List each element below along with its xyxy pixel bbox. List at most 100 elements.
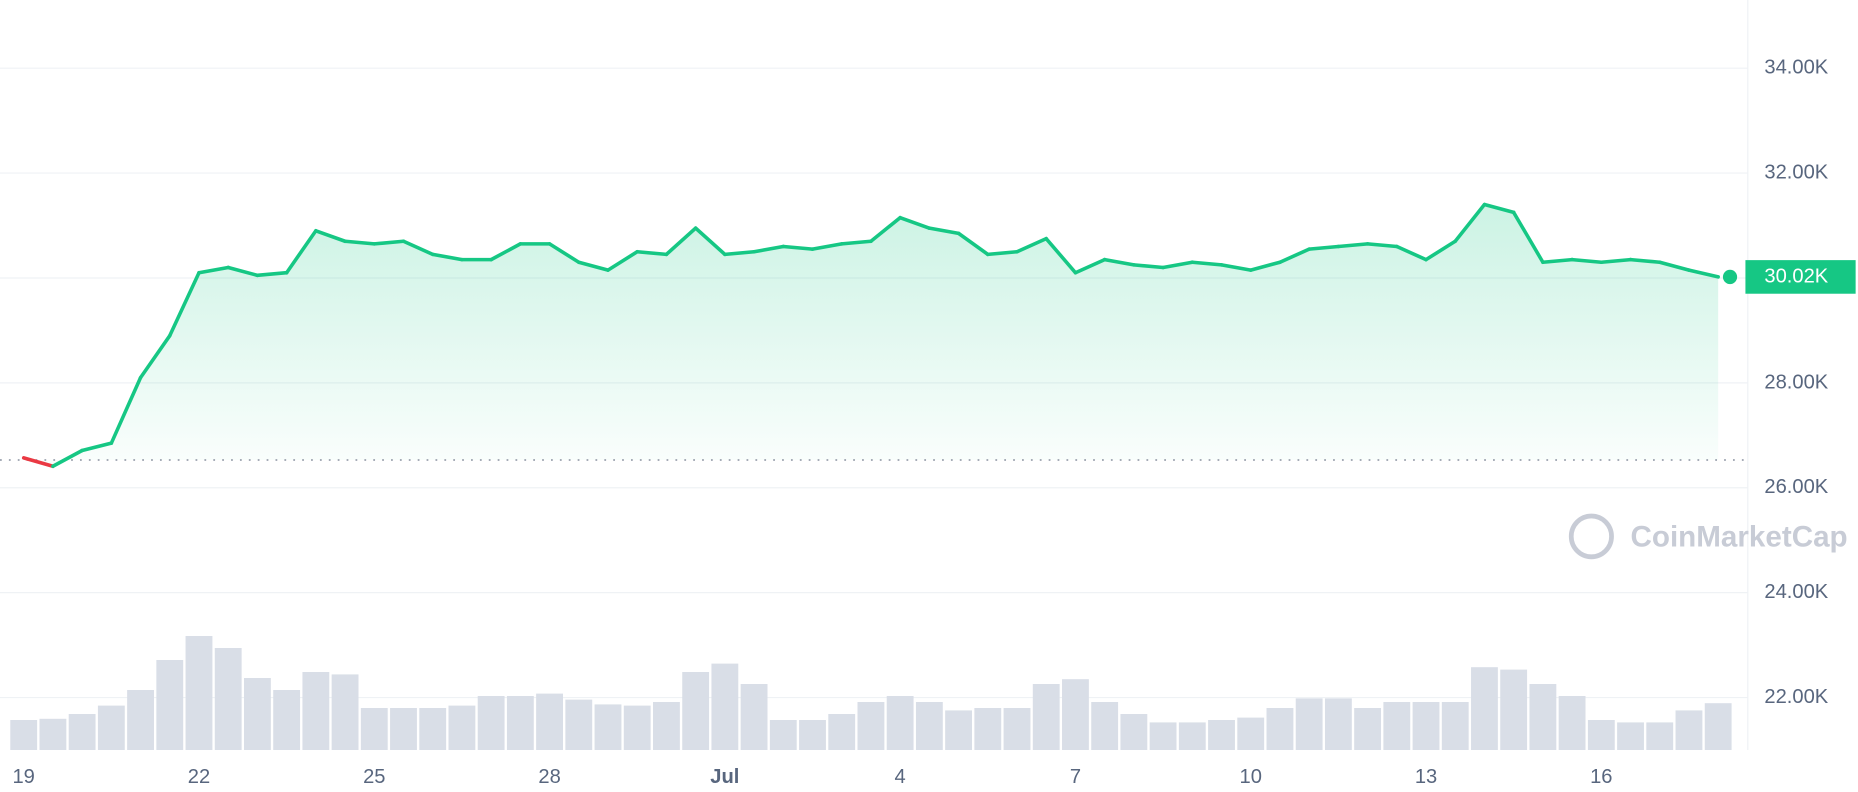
- volume-bar: [769, 720, 797, 750]
- x-tick-label: 22: [188, 766, 210, 788]
- price-line: [167, 270, 201, 338]
- x-tick-label: 10: [1240, 766, 1262, 788]
- price-line: [1453, 202, 1487, 244]
- volume-bar: [1675, 710, 1703, 750]
- y-tick-label: 32.00K: [1764, 161, 1828, 183]
- volume-bar: [857, 702, 885, 750]
- price-line: [898, 215, 932, 230]
- price-line: [401, 239, 435, 257]
- price-line: [226, 265, 260, 278]
- volume-bar: [1471, 667, 1498, 750]
- x-tick-label: 7: [1070, 766, 1081, 788]
- price-line: [839, 239, 873, 246]
- volume-bar: [360, 708, 388, 750]
- watermark: CoinMarketCap: [1630, 521, 1847, 554]
- price-line: [1132, 263, 1165, 270]
- price-line: [1657, 260, 1691, 272]
- volume-bar: [594, 704, 622, 750]
- volume-bar: [711, 663, 739, 750]
- volume-bar: [127, 690, 154, 750]
- watermark-logo: [1568, 513, 1614, 560]
- volume-bar: [1324, 698, 1352, 750]
- price-line: [635, 249, 669, 257]
- price-line: [1628, 257, 1662, 265]
- price-line: [1336, 242, 1370, 249]
- price-line: [1511, 210, 1545, 265]
- price-line: [489, 242, 523, 262]
- price-line: [1307, 244, 1341, 251]
- volume-bar: [1237, 717, 1265, 750]
- volume-bar: [302, 672, 330, 750]
- volume-bar: [273, 690, 301, 750]
- volume-bar: [1441, 702, 1469, 750]
- volume-bar: [1178, 722, 1206, 750]
- volume-bar: [799, 720, 826, 750]
- last-point: [1722, 269, 1738, 285]
- price-line: [430, 252, 464, 262]
- price-line: [606, 249, 639, 272]
- volume-bar: [1266, 708, 1294, 750]
- price-line: [21, 456, 55, 469]
- volume-bar: [1120, 714, 1148, 750]
- x-tick-label: 16: [1590, 766, 1612, 788]
- volume-bar: [1617, 722, 1644, 750]
- volume-bar: [915, 702, 943, 750]
- y-tick-label: 26.00K: [1764, 476, 1828, 498]
- price-line: [664, 226, 698, 257]
- price-line: [109, 375, 143, 445]
- price-line: [1395, 244, 1428, 262]
- price-line: [956, 231, 990, 257]
- price-line: [1541, 257, 1574, 265]
- volume-bar: [156, 660, 184, 750]
- volume-bar: [1412, 702, 1440, 750]
- price-line: [1570, 257, 1604, 265]
- x-tick-label: 19: [12, 766, 34, 788]
- volume-bar: [1704, 703, 1732, 750]
- price-line: [723, 249, 756, 257]
- volume-bar: [1500, 669, 1528, 750]
- volume-bar: [1646, 722, 1674, 750]
- volume-bar: [1354, 708, 1382, 750]
- price-line: [1102, 257, 1136, 267]
- volume-bar: [448, 705, 476, 750]
- area-fill: [23, 204, 1719, 467]
- price-line: [1687, 268, 1720, 279]
- price-line: [693, 226, 727, 257]
- price-line: [255, 270, 289, 278]
- price-line: [1015, 236, 1049, 254]
- volume-bar: [1558, 696, 1586, 750]
- price-line: [781, 244, 815, 251]
- price-line: [314, 228, 347, 244]
- price-line: [284, 228, 318, 275]
- volume-bar: [97, 705, 125, 750]
- volume-bar: [565, 699, 593, 750]
- y-tick-label: 28.00K: [1764, 371, 1828, 393]
- price-line: [372, 239, 406, 246]
- price-line: [986, 249, 1019, 257]
- volume-bar: [1032, 684, 1060, 750]
- volume-bar: [185, 636, 213, 750]
- volume-bar: [331, 674, 359, 750]
- price-line: [1190, 260, 1224, 267]
- volume-bar: [536, 693, 563, 750]
- price-line: [1248, 260, 1282, 272]
- price-tag: [1745, 260, 1856, 294]
- volume-bar: [653, 702, 680, 750]
- price-line: [869, 215, 902, 244]
- price-line: [1219, 263, 1253, 272]
- volume-bar: [1208, 720, 1235, 750]
- volume-bar: [1529, 684, 1557, 750]
- price-line: [547, 242, 581, 265]
- price-line: [1278, 247, 1311, 265]
- price-line: [810, 242, 844, 251]
- volume-bar: [39, 718, 67, 750]
- volume-bar: [886, 696, 914, 750]
- x-tick-label: 13: [1415, 766, 1437, 788]
- volume-bar: [1295, 698, 1323, 750]
- volume-bar: [10, 720, 38, 750]
- price-line: [752, 244, 786, 254]
- volume-bar: [828, 714, 856, 750]
- price-tag-label: 30.02K: [1764, 265, 1828, 287]
- volume-bar: [506, 696, 534, 750]
